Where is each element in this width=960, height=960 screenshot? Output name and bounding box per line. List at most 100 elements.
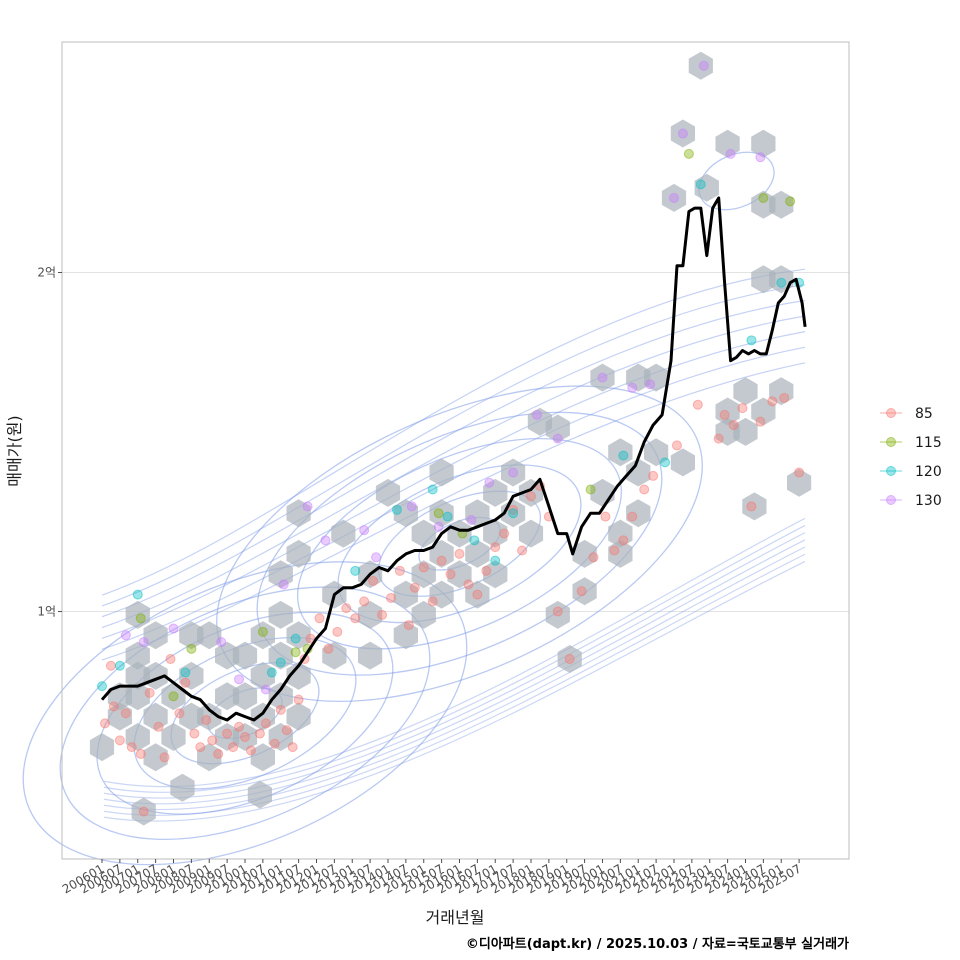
- scatter-point-130: [359, 525, 370, 536]
- density-contour: [103, 524, 806, 793]
- hexbin: [268, 600, 293, 629]
- trend-line-layer: [100, 196, 807, 722]
- scatter-point-85: [409, 582, 420, 593]
- hexbin: [125, 723, 150, 751]
- scatter-point-85: [671, 440, 682, 451]
- scatter-point-85: [508, 504, 519, 515]
- hexbin: [733, 417, 758, 446]
- scatter-point-85: [627, 511, 638, 522]
- density-contour: [101, 346, 806, 650]
- scatter-point-85: [779, 392, 790, 403]
- scatter-point-130: [320, 535, 331, 546]
- scatter-point-120: [391, 504, 402, 515]
- scatter-point-85: [618, 535, 629, 546]
- scatter-point-130: [597, 372, 608, 383]
- scatter-point-120: [290, 633, 301, 644]
- scatter-point-85: [135, 748, 146, 759]
- hexbin: [268, 641, 293, 670]
- hexbin: [125, 641, 150, 670]
- hexbin: [250, 702, 275, 731]
- scatter-point-115: [683, 148, 694, 159]
- scatter-point-130: [371, 552, 382, 563]
- scatter-point-85: [517, 545, 528, 556]
- y-tick-label: 1억: [37, 605, 56, 619]
- density-contour: [22, 561, 468, 866]
- hexbin: [143, 743, 168, 772]
- scatter-point-85: [499, 528, 510, 539]
- hexbin: [161, 723, 186, 751]
- scatter-point-85: [153, 721, 164, 732]
- hexbin: [465, 499, 490, 528]
- scatter-point-130: [677, 128, 688, 139]
- scatter-point-85: [138, 806, 149, 817]
- hexbin: [411, 560, 436, 589]
- hexbin: [429, 539, 454, 568]
- scatter-point-120: [266, 667, 277, 678]
- scatter-point-130: [120, 630, 131, 641]
- hexbin: [694, 173, 719, 202]
- scatter-point-85: [481, 565, 492, 576]
- hexbin: [751, 129, 776, 158]
- trend-line: [100, 196, 807, 722]
- hexbin: [608, 539, 633, 568]
- scatter-point-130: [484, 477, 495, 488]
- scatter-point-130: [627, 382, 638, 393]
- x-axis-title: 거래년월: [426, 908, 485, 927]
- hexbin: [626, 458, 651, 487]
- scatter-point-85: [180, 677, 191, 688]
- hexbin: [170, 773, 195, 802]
- scatter-point-130: [725, 148, 736, 159]
- scatter-point-130: [216, 637, 227, 648]
- hexbin: [670, 119, 695, 148]
- scatter-point-120: [695, 179, 706, 190]
- hexbin: [232, 723, 258, 751]
- hexbin: [465, 539, 490, 568]
- density-contour: [296, 437, 622, 650]
- hexbin: [429, 458, 454, 487]
- hexbin: [125, 682, 150, 711]
- scatter-point-85: [746, 501, 757, 512]
- scatter-point-120: [776, 277, 787, 288]
- hexbin: [688, 51, 713, 80]
- scatter-points: [97, 60, 805, 817]
- hexbin: [286, 539, 311, 568]
- scatter-point-130: [406, 501, 417, 512]
- hexbin: [107, 702, 132, 731]
- scatter-point-130: [278, 579, 289, 590]
- density-contour: [59, 586, 431, 841]
- hexbin: [626, 499, 651, 528]
- scatter-point-85: [794, 467, 805, 478]
- scatter-point-85: [144, 687, 155, 698]
- legend: 85 115 120 130: [880, 406, 942, 509]
- plot-panel-border: [61, 41, 850, 860]
- scatter-point-85: [174, 708, 185, 719]
- density-contour: [103, 546, 806, 811]
- scatter-point-130: [260, 684, 271, 695]
- hexbin: [670, 448, 695, 477]
- scatter-point-85: [120, 708, 131, 719]
- scatter-point-115: [290, 647, 301, 658]
- density-contour: [101, 315, 806, 629]
- density-contour: [101, 299, 806, 618]
- scatter-point-115: [785, 196, 796, 207]
- scatter-point-120: [97, 681, 107, 692]
- scatter-point-85: [767, 396, 778, 407]
- scatter-point-115: [168, 691, 179, 702]
- scatter-point-85: [719, 409, 730, 420]
- hexbin: [197, 621, 222, 650]
- legend-label-130: 130: [915, 493, 942, 509]
- hexbin: [247, 780, 272, 809]
- scatter-point-85: [234, 721, 245, 732]
- hexbin: [286, 661, 311, 690]
- scatter-point-120: [275, 657, 286, 668]
- scatter-point-85: [436, 555, 447, 566]
- hexbin: [250, 621, 275, 650]
- scatter-point-85: [159, 752, 170, 763]
- hexbin: [268, 682, 293, 711]
- hexbin: [545, 414, 570, 443]
- hexbin: [501, 458, 526, 487]
- scatter-point-85: [472, 589, 483, 600]
- scatter-point-120: [114, 660, 125, 671]
- scatter-point-85: [245, 745, 256, 756]
- scatter-point-120: [132, 589, 143, 600]
